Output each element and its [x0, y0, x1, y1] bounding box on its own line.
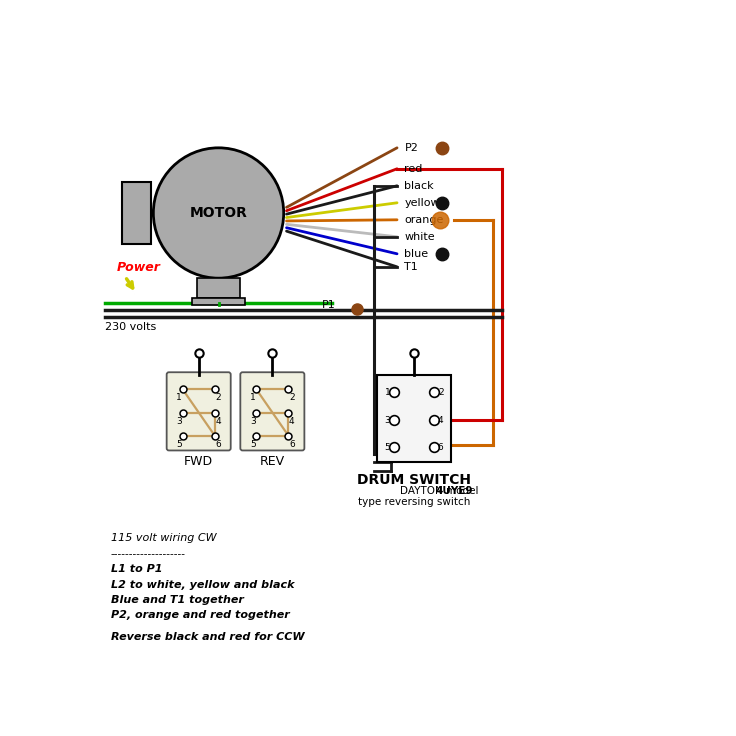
- Text: 2: 2: [438, 388, 444, 397]
- Text: 1: 1: [177, 393, 182, 402]
- Text: L1 to P1: L1 to P1: [111, 565, 163, 574]
- Text: blue: blue: [404, 249, 428, 259]
- Text: black: black: [404, 181, 434, 191]
- Text: 1: 1: [250, 393, 256, 402]
- Text: 230 volts: 230 volts: [105, 322, 157, 332]
- Text: Blue and T1 together: Blue and T1 together: [111, 595, 244, 605]
- Bar: [122, 182, 150, 244]
- FancyBboxPatch shape: [241, 372, 305, 450]
- Text: 4: 4: [289, 417, 294, 426]
- Bar: [377, 375, 451, 462]
- Text: 5: 5: [384, 443, 390, 452]
- Text: 5: 5: [177, 439, 182, 449]
- Text: 115 volt wiring CW: 115 volt wiring CW: [111, 533, 216, 543]
- Text: 6: 6: [289, 439, 294, 449]
- Text: 6: 6: [438, 443, 444, 452]
- Text: 2: 2: [289, 393, 294, 402]
- Text: MOTOR: MOTOR: [190, 206, 247, 220]
- Text: 3: 3: [250, 417, 256, 426]
- Text: 4: 4: [216, 417, 221, 426]
- Text: REV: REV: [260, 455, 285, 468]
- Text: T1: T1: [404, 262, 418, 272]
- Bar: [197, 278, 240, 298]
- Text: white: white: [404, 232, 435, 242]
- Text: Power: Power: [116, 261, 160, 275]
- Text: P1: P1: [322, 300, 336, 310]
- Text: 5: 5: [250, 439, 256, 449]
- FancyBboxPatch shape: [166, 372, 230, 450]
- Text: DRUM SWITCH: DRUM SWITCH: [357, 473, 471, 486]
- Text: P2, orange and red together: P2, orange and red together: [111, 610, 289, 620]
- Text: 3: 3: [384, 416, 390, 425]
- Text: 6: 6: [215, 439, 221, 449]
- Text: Reverse black and red for CCW: Reverse black and red for CCW: [111, 632, 305, 643]
- Text: yellow: yellow: [404, 198, 440, 208]
- Text: L2 to white, yellow and black: L2 to white, yellow and black: [111, 580, 294, 590]
- Text: 4UYE9: 4UYE9: [436, 486, 473, 496]
- Text: FWD: FWD: [184, 455, 213, 468]
- Circle shape: [153, 148, 283, 278]
- Text: type reversing switch: type reversing switch: [358, 498, 470, 508]
- Text: --------------------: --------------------: [111, 549, 186, 559]
- Text: 3: 3: [177, 417, 182, 426]
- Text: 2: 2: [216, 393, 221, 402]
- Text: red: red: [404, 164, 422, 174]
- Text: P2: P2: [404, 143, 418, 153]
- Text: DAYTON model: DAYTON model: [400, 486, 481, 496]
- Bar: [191, 298, 245, 305]
- Text: 1: 1: [384, 388, 390, 397]
- Text: 4: 4: [438, 416, 444, 425]
- Text: orange: orange: [404, 215, 444, 224]
